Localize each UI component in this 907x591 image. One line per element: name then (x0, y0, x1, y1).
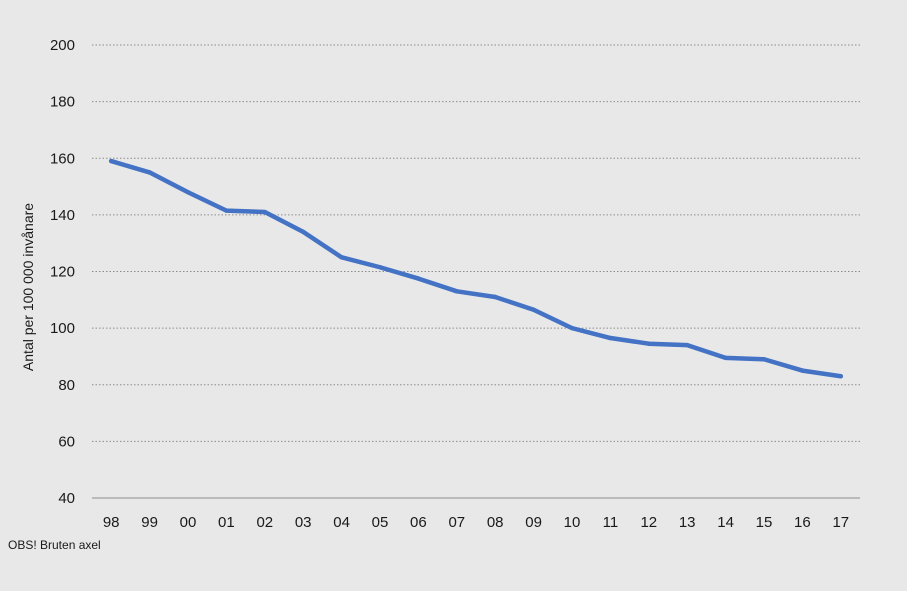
data-point (761, 357, 767, 362)
x-tick-label: 10 (564, 514, 581, 531)
chart-note: OBS! Bruten axel (8, 538, 101, 552)
y-tick-label: 120 (50, 264, 75, 281)
y-tick-label: 40 (58, 490, 75, 507)
series-line (108, 158, 844, 379)
x-tick-label: 00 (180, 514, 197, 531)
data-point (493, 294, 498, 300)
data-point (301, 229, 306, 235)
x-axis-ticks: 98 99 00 01 02 03 04 05 06 07 08 09 10 11 12 13 14 15 16 17 (103, 514, 849, 531)
x-tick-label: 17 (832, 514, 849, 531)
x-tick-label: 12 (640, 514, 657, 531)
data-point (531, 307, 536, 312)
data-point (147, 170, 152, 175)
data-point (685, 342, 690, 348)
data-point (646, 341, 651, 346)
x-tick-label: 11 (603, 514, 619, 531)
x-tick-label: 01 (218, 514, 235, 531)
data-point (185, 190, 191, 195)
data-point (377, 265, 383, 270)
y-tick-label: 200 (50, 37, 75, 54)
y-tick-label: 80 (58, 377, 75, 394)
data-point (723, 355, 728, 361)
x-tick-label: 99 (141, 514, 158, 531)
data-point (109, 158, 114, 164)
x-tick-label: 06 (410, 514, 427, 531)
data-point (224, 208, 229, 213)
y-tick-label: 180 (50, 94, 75, 111)
data-point (838, 374, 843, 379)
y-axis-title: Antal per 100 000 invånare (20, 203, 36, 371)
data-point (608, 335, 613, 341)
series-layer (108, 158, 844, 379)
data-point (569, 325, 575, 331)
y-axis-ticks: 40 60 80 100 120 140 160 180 200 (50, 37, 75, 507)
gridlines (92, 44, 860, 499)
data-point (800, 368, 805, 373)
x-tick-label: 13 (679, 514, 696, 531)
data-point (416, 276, 421, 281)
x-tick-label: 03 (295, 514, 312, 531)
x-tick-label: 98 (103, 514, 120, 531)
y-tick-label: 160 (50, 150, 75, 167)
x-tick-label: 09 (525, 514, 542, 531)
x-tick-label: 04 (333, 514, 350, 531)
x-tick-label: 16 (794, 514, 811, 531)
y-tick-label: 100 (50, 320, 75, 337)
data-point (262, 209, 267, 215)
x-tick-label: 14 (717, 514, 734, 531)
y-tick-label: 60 (58, 433, 75, 450)
data-point (339, 255, 344, 260)
data-point (454, 289, 459, 294)
x-tick-label: 15 (756, 514, 773, 531)
y-tick-label: 140 (50, 207, 75, 224)
x-tick-label: 05 (372, 514, 389, 531)
x-tick-label: 02 (256, 514, 273, 531)
x-tick-label: 08 (487, 514, 504, 531)
x-tick-label: 07 (448, 514, 465, 531)
